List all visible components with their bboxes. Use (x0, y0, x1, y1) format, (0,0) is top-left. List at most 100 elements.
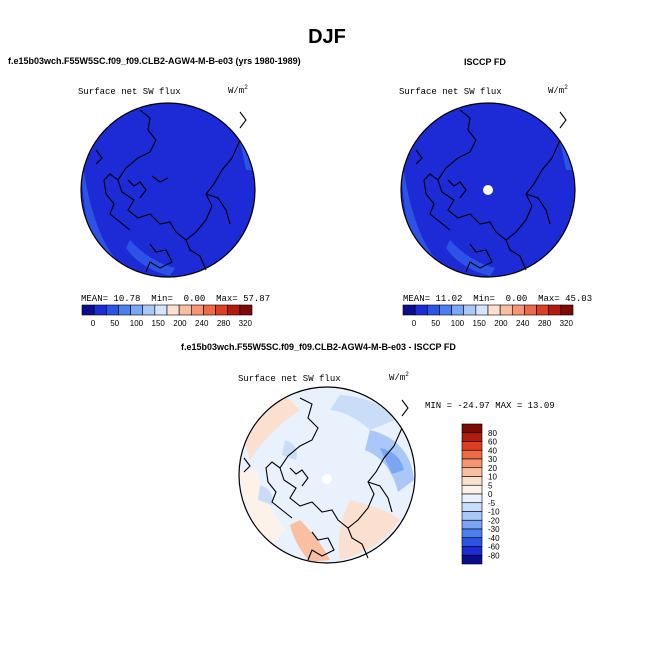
panel3-map (238, 386, 416, 564)
panel1-colorbar-swatch (178, 304, 192, 316)
panel3-colorbar-swatch (461, 467, 483, 477)
panel3-colorbar-swatch (461, 528, 483, 539)
panel2-colorbar-tick-label: 100 (451, 319, 465, 328)
figure-title: DJF (308, 26, 346, 48)
panel3-colorbar-swatch (461, 502, 483, 512)
panel3-colorbar-tick-label: 20 (488, 464, 497, 473)
panel1-subtitle: Surface net SW flux (78, 87, 181, 97)
panel2-colorbar-swatch (499, 304, 513, 316)
panel3-colorbar-swatch (461, 484, 483, 495)
panel1-colorbar-swatch (154, 304, 168, 316)
panel3-colorbar-tick-label: -40 (488, 534, 500, 543)
panel2-colorbar-swatch (463, 304, 477, 316)
panel3-units: W/m2 (389, 371, 409, 383)
panel3-colorbar-swatch (461, 441, 483, 451)
panel2-colorbar-tick-label: 50 (431, 319, 440, 328)
panel2-colorbar-swatch (560, 304, 574, 316)
panel1-colorbar-tick-label: 280 (217, 319, 231, 328)
panel3-colorbar-tick-label: -5 (488, 499, 496, 508)
panel1-colorbar-swatch (190, 304, 204, 316)
panel2-colorbar-swatch (524, 304, 537, 316)
panel2-colorbar-swatch (536, 304, 550, 316)
panel1-header: f.e15b03wch.F55W5SC.f09_f09.CLB2-AGW4-M-… (8, 56, 301, 66)
panel3-colorbar-swatch (461, 458, 483, 469)
panel3-colorbar-swatch (461, 511, 483, 521)
panel1-colorbar-swatch (118, 304, 131, 316)
panel3-colorbar-swatch (461, 476, 483, 486)
panel1-colorbar-tick-label: 0 (91, 319, 96, 328)
panel3-missing-pole (322, 474, 332, 484)
panel3-colorbar-tick-label: 80 (488, 429, 497, 438)
panel2-colorbar-swatch (426, 304, 440, 316)
panel2-colorbar-swatch (414, 304, 428, 316)
panel2-colorbar-swatch (548, 304, 562, 316)
panel3-colorbar-swatch (461, 519, 483, 530)
panel1-colorbar-tick-label: 100 (130, 319, 144, 328)
panel2-units: W/m2 (548, 84, 568, 96)
panel2-colorbar-swatch (511, 304, 525, 316)
panel2-colorbar-tick-label: 0 (412, 319, 417, 328)
panel2-colorbar-tick-label: 150 (473, 319, 487, 328)
panel2-colorbar-swatch (475, 304, 489, 316)
panel2-colorbar-tick-label: 200 (494, 319, 508, 328)
panel3-colorbar-tick-label: -20 (488, 516, 500, 525)
panel1-colorbar: 0 50 100 150 200 240 280 320 (81, 304, 253, 328)
panel2-map (400, 102, 576, 278)
panel1-colorbar-swatch (227, 304, 241, 316)
panel1-colorbar-swatch (203, 304, 216, 316)
panel3-colorbar-tick-label: -80 (488, 551, 500, 560)
panel1-colorbar-swatch (166, 304, 180, 316)
panel1-colorbar-tick-label: 50 (110, 319, 119, 328)
panel3-colorbar-tick-label: 30 (488, 455, 497, 464)
panel2-colorbar-swatch (402, 304, 416, 316)
panel3-colorbar-tick-label: -30 (488, 525, 500, 534)
panel3-colorbar-swatch (461, 546, 483, 556)
panel3-colorbar-tick-label: -60 (488, 543, 500, 552)
panel3-colorbar-swatch (461, 537, 483, 547)
panel2-colorbar-swatch (439, 304, 452, 316)
panel3-colorbar-swatch (461, 493, 483, 504)
panel3-colorbar-tick-label: -10 (488, 508, 500, 517)
panel1-coastlines (95, 109, 247, 273)
panel1-units: W/m2 (228, 84, 248, 96)
panel3-colorbar-swatch (461, 432, 483, 442)
panel1-colorbar-tick-label: 240 (195, 319, 209, 328)
panel2-subtitle: Surface net SW flux (399, 87, 502, 97)
panel1-map (80, 102, 256, 278)
panel1-colorbar-swatch (239, 304, 253, 316)
panel3-colorbar-swatch (461, 449, 483, 460)
panel2-colorbar-swatch (487, 304, 501, 316)
panel2-coastlines (415, 109, 567, 273)
panel2-header: ISCCP FD (464, 57, 506, 67)
panel1-colorbar-swatch (93, 304, 107, 316)
panel1-colorbar-swatch (215, 304, 229, 316)
panel3-colorbar-tick-label: 0 (488, 490, 493, 499)
panel3-colorbar-tick-label: 60 (488, 438, 497, 447)
panel2-colorbar-swatch (451, 304, 465, 316)
panel2-missing-pole (483, 185, 493, 195)
panel2-colorbar: 0 50 100 150 200 240 280 320 (402, 304, 574, 328)
panel1-colorbar-tick-label: 200 (173, 319, 187, 328)
panel1-colorbar-swatch (142, 304, 156, 316)
panel3-minmax: MIN = -24.97 MAX = 13.09 (425, 401, 555, 411)
panel1-stats: MEAN= 10.78 Min= 0.00 Max= 57.87 (81, 294, 271, 304)
panel3-colorbar-tick-label: 5 (488, 481, 493, 490)
panel1-colorbar-swatch (130, 304, 144, 316)
panel3-header: f.e15b03wch.F55W5SC.f09_f09.CLB2-AGW4-M-… (181, 342, 456, 352)
panel3-colorbar-swatch (461, 423, 483, 434)
panel1-colorbar-tick-label: 320 (239, 319, 253, 328)
panel2-stats: MEAN= 11.02 Min= 0.00 Max= 45.03 (403, 294, 593, 304)
panel3-colorbar-swatch (461, 554, 483, 565)
panel3-subtitle: Surface net SW flux (238, 374, 341, 384)
panel1-colorbar-swatch (105, 304, 119, 316)
panel2-colorbar-tick-label: 280 (538, 319, 552, 328)
panel1-colorbar-swatch (81, 304, 95, 316)
panel3-coastlines (243, 397, 409, 561)
panel2-colorbar-tick-label: 320 (560, 319, 574, 328)
panel1-colorbar-tick-label: 150 (152, 319, 166, 328)
panel3-colorbar-tick-label: 40 (488, 446, 497, 455)
panel3-colorbar-tick-label: 10 (488, 473, 497, 482)
panel2-colorbar-tick-label: 240 (516, 319, 530, 328)
